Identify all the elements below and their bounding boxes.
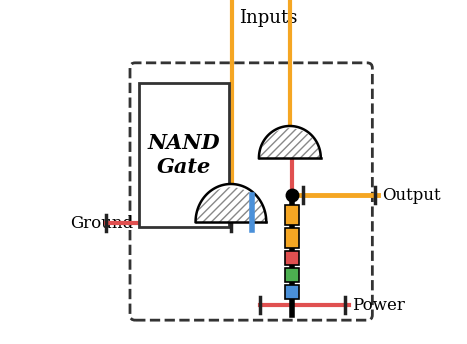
FancyBboxPatch shape <box>285 205 299 225</box>
Text: NAND
Gate: NAND Gate <box>148 133 220 176</box>
FancyBboxPatch shape <box>285 268 299 282</box>
FancyBboxPatch shape <box>285 285 299 299</box>
Text: Inputs: Inputs <box>239 9 297 27</box>
FancyBboxPatch shape <box>285 251 299 265</box>
Text: Power: Power <box>353 297 405 313</box>
Text: Output: Output <box>382 186 440 204</box>
FancyBboxPatch shape <box>285 228 299 248</box>
Polygon shape <box>196 184 266 222</box>
FancyBboxPatch shape <box>139 83 229 227</box>
Polygon shape <box>259 126 321 158</box>
Text: Ground: Ground <box>71 215 134 232</box>
